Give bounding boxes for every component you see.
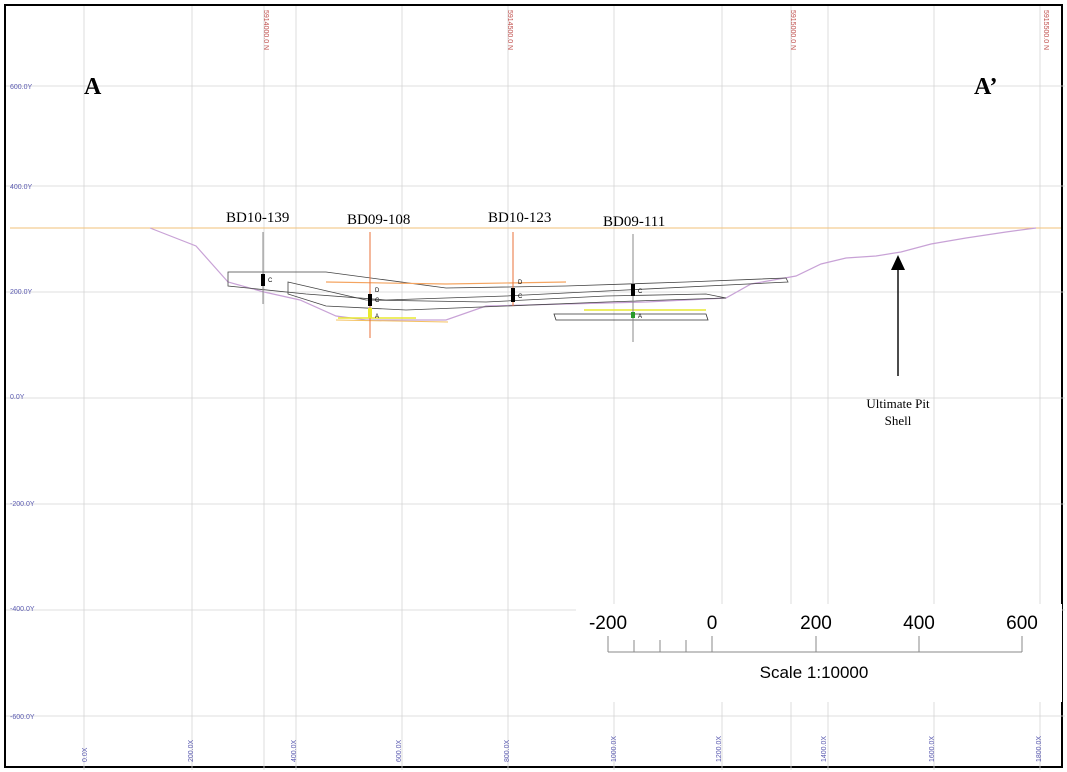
distance-label: 800.0X [504, 739, 511, 762]
grid [6, 6, 1065, 770]
northing-labels: 5914000.0 N 5914500.0 N 5915000.0 N 5915… [262, 10, 1049, 50]
seam-upper [227, 271, 789, 301]
distance-label: 0.0X [82, 747, 89, 762]
northing-label: 5915500.0 N [1042, 10, 1049, 50]
unit-label: C [375, 298, 380, 304]
drillhole-label: BD10-123 [488, 210, 551, 226]
scale-bar: -200 0 200 400 600 Scale 1:10000 [576, 604, 1062, 702]
elevation-label: -600.0Y [10, 714, 35, 721]
elevation-labels: 600.0Y 400.0Y 200.0Y 0.0Y -200.0Y -400.0… [10, 84, 35, 721]
unit-label: D [518, 280, 523, 286]
cross-section-svg: 5914000.0 N 5914500.0 N 5915000.0 N 5915… [6, 6, 1065, 770]
scale-tick-label: 200 [800, 613, 832, 634]
unit-a-lower [335, 319, 449, 323]
scale-tick-label: 600 [1006, 613, 1038, 634]
elevation-label: -200.0Y [10, 501, 35, 508]
drillhole-bd10-123: D C BD10-123 [488, 210, 551, 306]
northing-label: 5915000.0 N [789, 10, 796, 50]
unit-a-intercept [631, 312, 635, 318]
distance-label: 1200.0X [716, 736, 723, 762]
seam-intercept [368, 294, 372, 306]
drillhole-bd10-139: C BD10-139 [226, 210, 289, 304]
unit-label: A [375, 314, 379, 320]
distance-label: 200.0X [188, 739, 195, 762]
distance-labels: 0.0X 200.0X 400.0X 600.0X 800.0X 1000.0X… [82, 736, 1043, 762]
distance-label: 600.0X [396, 739, 403, 762]
northing-label: 5914500.0 N [506, 10, 513, 50]
elevation-label: 400.0Y [10, 184, 33, 191]
seam-intercept [631, 284, 635, 296]
section-start-label: A [84, 74, 102, 100]
unit-label: D [375, 288, 380, 294]
unit-a-intercept [368, 308, 372, 318]
drillhole-label: BD09-108 [347, 212, 410, 228]
seam-pod [553, 313, 709, 321]
section-end-label: A’ [974, 74, 998, 100]
northing-label: 5914000.0 N [262, 10, 269, 50]
scale-tick-label: 400 [903, 613, 935, 634]
seam-lower [287, 281, 727, 311]
scale-tick-label: 0 [707, 613, 718, 634]
seam-intercept [261, 274, 265, 286]
drillhole-label: BD09-111 [603, 214, 665, 230]
unit-label: C [268, 278, 273, 284]
unit-d-horizon [325, 281, 567, 285]
drillhole-bd09-111: C A BD09-111 [603, 214, 665, 342]
pit-shell-line [149, 227, 1037, 321]
scale-tick-label: -200 [589, 613, 627, 634]
pit-shell-annotation: Ultimate Pit Shell [866, 255, 930, 428]
cross-section-frame: 5914000.0 N 5914500.0 N 5915000.0 N 5915… [4, 4, 1065, 770]
elevation-label: 200.0Y [10, 289, 33, 296]
distance-label: 400.0X [291, 739, 298, 762]
seam-intercept [511, 288, 515, 302]
drillhole-bd09-108: D C A BD09-108 [347, 212, 410, 338]
seam-outlines [227, 271, 789, 321]
annotation-line-1: Ultimate Pit [866, 396, 930, 411]
arrowhead-icon [891, 255, 905, 270]
distance-label: 1400.0X [821, 736, 828, 762]
scale-ruler [607, 636, 1023, 653]
unit-label: C [638, 289, 643, 295]
distance-label: 1600.0X [929, 736, 936, 762]
scale-title: Scale 1:10000 [760, 663, 869, 682]
elevation-label: 600.0Y [10, 84, 33, 91]
unit-label: C [518, 294, 523, 300]
unit-label: A [638, 314, 642, 320]
distance-label: 1800.0X [1036, 736, 1043, 762]
drillhole-label: BD10-139 [226, 210, 289, 226]
scale-bar-background [576, 604, 1062, 702]
elevation-label: 0.0Y [10, 394, 25, 401]
elevation-label: -400.0Y [10, 606, 35, 613]
unit-a-horizon [338, 309, 706, 319]
distance-label: 1000.0X [611, 736, 618, 762]
annotation-line-2: Shell [885, 413, 912, 428]
